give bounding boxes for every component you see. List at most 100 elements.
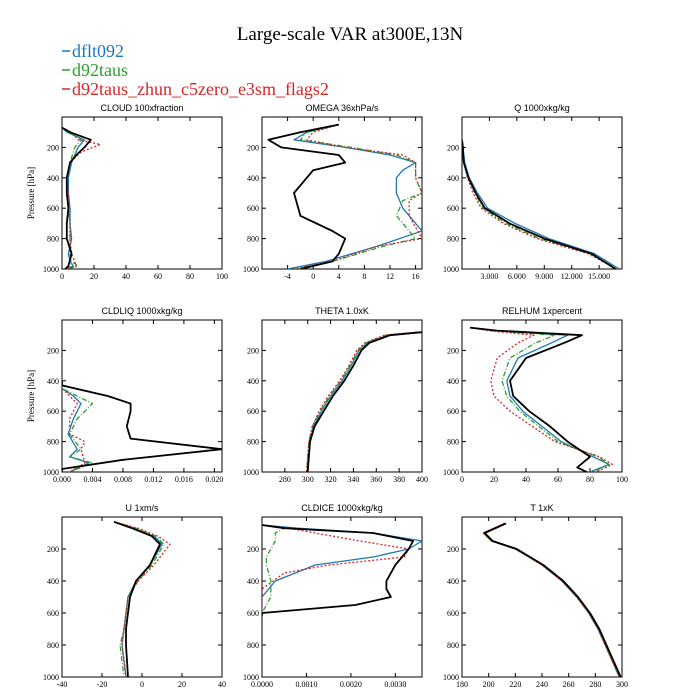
series-line <box>483 522 622 677</box>
x-tick-label: 20 <box>490 475 498 484</box>
panel-title: OMEGA 36xhPa/s <box>305 103 379 113</box>
series-line <box>113 521 171 677</box>
x-tick-label: 12.000 <box>561 272 583 281</box>
x-tick-label: 300 <box>302 475 314 484</box>
y-tick-label: 200 <box>47 346 59 355</box>
plot-frame <box>461 116 623 270</box>
x-tick-label: 220 <box>509 680 521 689</box>
series-line <box>305 331 417 472</box>
panel-title: Q 1000xkg/kg <box>514 103 570 113</box>
y-tick-label: 400 <box>47 174 59 183</box>
y-tick-label: 800 <box>47 641 59 650</box>
panel-title: THETA 1.0xK <box>315 306 369 316</box>
series-line <box>462 139 620 269</box>
y-axis-label: Pressure [hPa] <box>26 167 36 219</box>
y-tick-label: 600 <box>247 407 259 416</box>
x-tick-label: -20 <box>97 680 108 689</box>
plot-frame <box>261 516 423 678</box>
series-line <box>293 123 422 269</box>
panel-title: CLDLIQ 1000xkg/kg <box>101 306 182 316</box>
legend-item: d92taus <box>62 60 128 80</box>
y-tick-label: 1000 <box>43 468 59 477</box>
y-tick-label: 800 <box>247 235 259 244</box>
y-tick-label: 600 <box>447 609 459 618</box>
y-tick-label: 200 <box>447 545 459 554</box>
series-line <box>469 326 614 472</box>
series-group <box>62 380 222 472</box>
series-line <box>267 123 347 269</box>
y-tick-label: 400 <box>47 377 59 386</box>
panel-title: RELHUM 1xpercent <box>502 306 583 316</box>
x-tick-label: 0.016 <box>175 475 193 484</box>
series-line <box>293 123 422 269</box>
y-tick-label: 400 <box>47 577 59 586</box>
y-tick-label: 600 <box>247 609 259 618</box>
x-tick-label: 8 <box>362 272 366 281</box>
x-tick-label: 9.000 <box>535 272 553 281</box>
x-tick-label: 200 <box>483 680 495 689</box>
series-line <box>482 522 620 677</box>
plot-frame <box>461 516 623 678</box>
y-tick-label: 200 <box>247 346 259 355</box>
y-tick-label: 1000 <box>43 265 59 274</box>
x-tick-label: -40 <box>57 680 68 689</box>
x-tick-label: 280 <box>589 680 601 689</box>
x-tick-label: 15.000 <box>588 272 610 281</box>
plot-frame <box>461 319 623 473</box>
panel-title: U 1xm/s <box>125 503 159 513</box>
x-tick-label: 0.000 <box>53 475 71 484</box>
x-tick-label: 260 <box>563 680 575 689</box>
y-tick-label: 1000 <box>443 265 459 274</box>
plot-frame <box>61 516 223 678</box>
x-tick-label: 6.000 <box>508 272 526 281</box>
series-group <box>262 524 422 617</box>
y-tick-label: 800 <box>447 438 459 447</box>
x-tick-label: 0 <box>311 272 315 281</box>
x-tick-label: 0.008 <box>114 475 132 484</box>
x-tick-label: 60 <box>554 475 562 484</box>
series-line <box>262 524 410 613</box>
x-tick-label: 320 <box>325 475 337 484</box>
x-tick-label: 100 <box>616 475 628 484</box>
x-tick-label: 0.020 <box>205 475 223 484</box>
series-line <box>262 524 285 614</box>
x-tick-label: 340 <box>347 475 359 484</box>
x-tick-label: 20 <box>90 272 98 281</box>
series-line <box>482 522 620 677</box>
x-tick-label: 40 <box>522 475 530 484</box>
x-tick-label: 0 <box>60 272 64 281</box>
x-tick-label: 12 <box>386 272 394 281</box>
plot-frame <box>61 319 223 473</box>
series-line <box>469 326 591 472</box>
x-tick-label: 0.012 <box>144 475 162 484</box>
series-group <box>267 123 422 269</box>
x-tick-label: 80 <box>586 475 594 484</box>
y-tick-label: 1000 <box>443 673 459 682</box>
series-line <box>482 522 620 677</box>
x-tick-label: 16 <box>412 272 420 281</box>
panel-title: CLDICE 1000xkg/kg <box>301 503 383 513</box>
panel-7: 200 400 600 800 1000-40 -20 0 20 40 U 1xm/s <box>43 503 226 689</box>
x-tick-label: 180 <box>456 680 468 689</box>
series-group <box>305 331 422 472</box>
y-tick-label: 800 <box>447 235 459 244</box>
figure-title: Large-scale VAR at300E,13N <box>237 24 464 45</box>
x-tick-label: 20 <box>178 680 186 689</box>
series-group <box>462 139 620 269</box>
series-line <box>305 331 418 472</box>
series-group <box>469 326 614 472</box>
series-group <box>113 520 171 677</box>
series-line <box>62 127 86 269</box>
x-tick-label: 0.0020 <box>340 680 362 689</box>
y-tick-label: 800 <box>247 641 259 650</box>
y-tick-label: 600 <box>447 407 459 416</box>
x-tick-label: 360 <box>370 475 382 484</box>
x-tick-label: 40 <box>122 272 130 281</box>
y-tick-label: 600 <box>447 204 459 213</box>
x-tick-label: 60 <box>154 272 162 281</box>
series-line <box>62 380 222 472</box>
